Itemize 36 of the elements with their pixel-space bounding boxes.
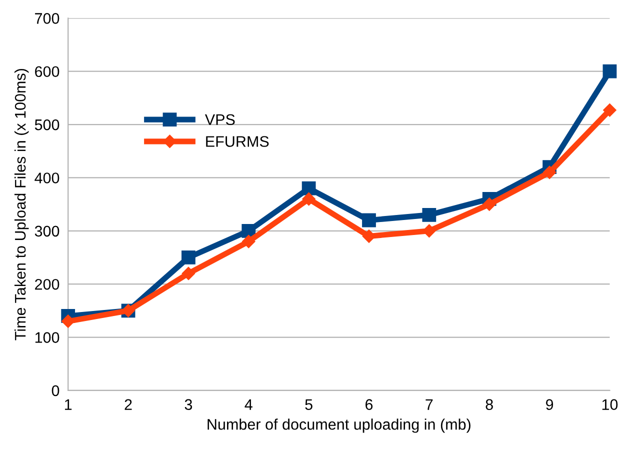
y-axis-title: Time Taken to Upload Files in (x 100ms) bbox=[14, 68, 29, 340]
point bbox=[422, 224, 436, 238]
y-tick-label: 0 bbox=[52, 385, 60, 396]
y-tick-label: 100 bbox=[35, 332, 60, 343]
y-tick-label: 400 bbox=[34, 172, 60, 184]
legend-label: EFURMS bbox=[206, 136, 269, 147]
x-tick-label: 5 bbox=[305, 399, 312, 410]
point bbox=[602, 64, 617, 78]
y-tick-label: 500 bbox=[34, 119, 60, 130]
x-tick-label: 10 bbox=[602, 399, 618, 410]
x-tick-label: 8 bbox=[486, 399, 493, 410]
y-tick-label: 200 bbox=[35, 278, 60, 290]
y-tick-label: 600 bbox=[35, 66, 60, 78]
x-tick-label: 7 bbox=[426, 399, 433, 410]
x-axis-title: Number of document uploading in (mb) bbox=[208, 418, 470, 433]
point bbox=[182, 250, 196, 264]
point bbox=[242, 234, 256, 248]
point bbox=[362, 213, 376, 228]
point bbox=[542, 166, 556, 179]
x-tick-label: 2 bbox=[124, 399, 132, 410]
y-tick-label: 300 bbox=[34, 226, 60, 237]
legend-label: VPS bbox=[204, 114, 235, 126]
point bbox=[422, 208, 436, 222]
x-tick-label: 6 bbox=[366, 399, 373, 410]
point bbox=[182, 266, 196, 280]
x-tick-label: 4 bbox=[244, 399, 252, 410]
point bbox=[242, 224, 256, 238]
x-tick-label: 9 bbox=[546, 399, 554, 410]
point bbox=[62, 314, 75, 328]
y-tick-label: 700 bbox=[35, 13, 60, 24]
x-tick-label: 1 bbox=[65, 399, 72, 410]
point bbox=[302, 181, 316, 196]
x-tick-label: 3 bbox=[184, 399, 192, 410]
point bbox=[302, 192, 316, 206]
point bbox=[482, 198, 496, 211]
point bbox=[603, 104, 616, 117]
